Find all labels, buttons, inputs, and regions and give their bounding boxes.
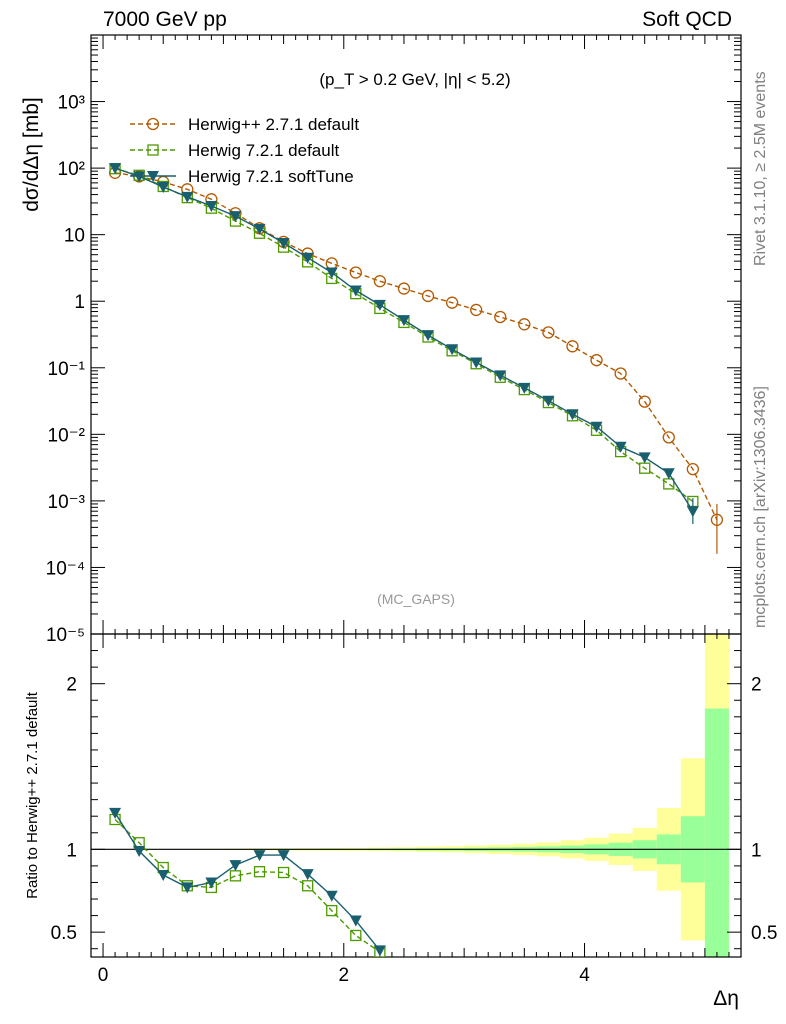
- process-label: Soft QCD: [642, 8, 732, 31]
- main-point-0: [470, 303, 483, 317]
- main-point-2: [638, 452, 651, 464]
- chart-watermark: (MC_GAPS): [377, 591, 455, 607]
- main-point-0: [373, 275, 387, 288]
- ratio-point-0: [277, 866, 290, 879]
- main-point-2: [518, 382, 531, 394]
- main-point-0: [638, 395, 651, 408]
- ratio-point-1: [205, 877, 218, 889]
- main-point-2: [470, 357, 483, 369]
- main-point-2: [494, 370, 507, 382]
- ratio-series-line-0: [114, 818, 381, 953]
- y-tick-label: 10⁻¹: [48, 359, 86, 380]
- ratio-point-0: [253, 866, 266, 878]
- legend-label-0: Herwig++ 2.7.1 default: [188, 115, 359, 134]
- ratio-point-1: [109, 807, 122, 819]
- ratio-point-0: [302, 880, 314, 892]
- main-point-2: [301, 252, 314, 264]
- ratio-point-1: [229, 860, 242, 872]
- ratio-point-1: [373, 945, 386, 957]
- main-series-line-1: [114, 168, 694, 503]
- ratio-plot-frame: [90, 633, 742, 958]
- main-point-2: [397, 315, 410, 327]
- ratio-y-tick-label-left: 1: [66, 840, 77, 861]
- main-point-2: [277, 237, 290, 249]
- main-point-0: [590, 354, 603, 367]
- ratio-point-1: [349, 915, 362, 927]
- main-series-line-0: [114, 172, 718, 521]
- main-point-2: [566, 409, 579, 421]
- y-tick-label: 10⁻⁵: [46, 625, 85, 646]
- ratio-point-1: [133, 845, 146, 857]
- main-point-2: [253, 223, 266, 235]
- main-point-2: [446, 344, 459, 356]
- ratio-y-tick-label-left: 0.5: [51, 923, 77, 944]
- x-tick-label: 0: [98, 965, 109, 986]
- ratio-y-tick-label-right: 0.5: [751, 923, 777, 944]
- ratio-point-1: [325, 890, 338, 902]
- main-point-0: [614, 367, 627, 380]
- y-tick-label: 10: [64, 226, 85, 247]
- ratio-point-1: [253, 850, 266, 862]
- ratio-y-tick-label-right: 2: [751, 675, 762, 696]
- y-tick-label: 10³: [58, 93, 85, 114]
- ratio-y-tick-label-right: 1: [751, 840, 762, 861]
- main-point-2: [590, 421, 603, 433]
- main-point-2: [662, 468, 675, 480]
- legend-label-2: Herwig 7.2.1 softTune: [188, 167, 354, 186]
- x-tick-label: 2: [338, 965, 349, 986]
- main-point-1: [663, 478, 675, 490]
- legend-marker-1: [147, 144, 159, 156]
- ratio-point-1: [301, 869, 314, 881]
- main-point-0: [445, 296, 459, 309]
- main-point-2: [157, 182, 170, 194]
- y-axis-label: dσ/dΔη [mb]: [20, 97, 43, 212]
- chart-subtitle: (p_T > 0.2 GeV, |η| < 5.2): [319, 70, 510, 89]
- ratio-y-axis-label: Ratio to Herwig++ 2.7.1 default: [24, 691, 41, 899]
- main-point-0: [397, 282, 411, 295]
- y-tick-label: 1: [74, 292, 85, 313]
- main-point-0: [542, 326, 555, 339]
- main-point-0: [349, 266, 362, 279]
- main-point-2: [325, 267, 338, 279]
- x-axis-label: Δη: [713, 987, 739, 1010]
- main-point-2: [542, 395, 555, 407]
- ratio-band-green: [704, 708, 729, 957]
- ratio-point-0: [350, 929, 362, 942]
- collision-label: 7000 GeV pp: [103, 8, 227, 31]
- main-point-2: [229, 211, 242, 223]
- main-point-0: [686, 462, 700, 476]
- y-tick-label: 10⁻⁴: [46, 558, 85, 579]
- main-point-2: [133, 171, 146, 183]
- y-tick-label: 10⁻³: [48, 492, 86, 513]
- main-point-0: [518, 318, 531, 331]
- legend-label-1: Herwig 7.2.1 default: [188, 141, 339, 160]
- y-tick-label: 10⁻²: [48, 425, 86, 446]
- ratio-point-1: [181, 882, 194, 894]
- main-point-2: [109, 163, 122, 175]
- x-tick-label: 4: [579, 965, 590, 986]
- ratio-point-1: [157, 870, 170, 882]
- main-series-line-2: [114, 167, 694, 512]
- main-point-0: [421, 289, 435, 303]
- main-point-2: [349, 285, 362, 297]
- ratio-series-group: [109, 807, 386, 957]
- legend-marker-0: [146, 117, 160, 131]
- legend-marker-2: [147, 171, 159, 182]
- main-point-0: [566, 340, 579, 353]
- ratio-y-tick-label-left: 2: [66, 675, 77, 696]
- ratio-series-line-1: [114, 812, 381, 951]
- main-point-2: [422, 330, 435, 342]
- y-tick-label: 10²: [58, 159, 85, 180]
- main-point-2: [205, 200, 218, 212]
- main-point-2: [614, 441, 627, 453]
- ratio-point-0: [326, 904, 338, 917]
- main-point-0: [494, 310, 507, 324]
- main-point-0: [662, 431, 675, 444]
- ratio-point-1: [277, 850, 290, 862]
- main-point-2: [373, 299, 386, 311]
- main-point-2: [181, 191, 194, 203]
